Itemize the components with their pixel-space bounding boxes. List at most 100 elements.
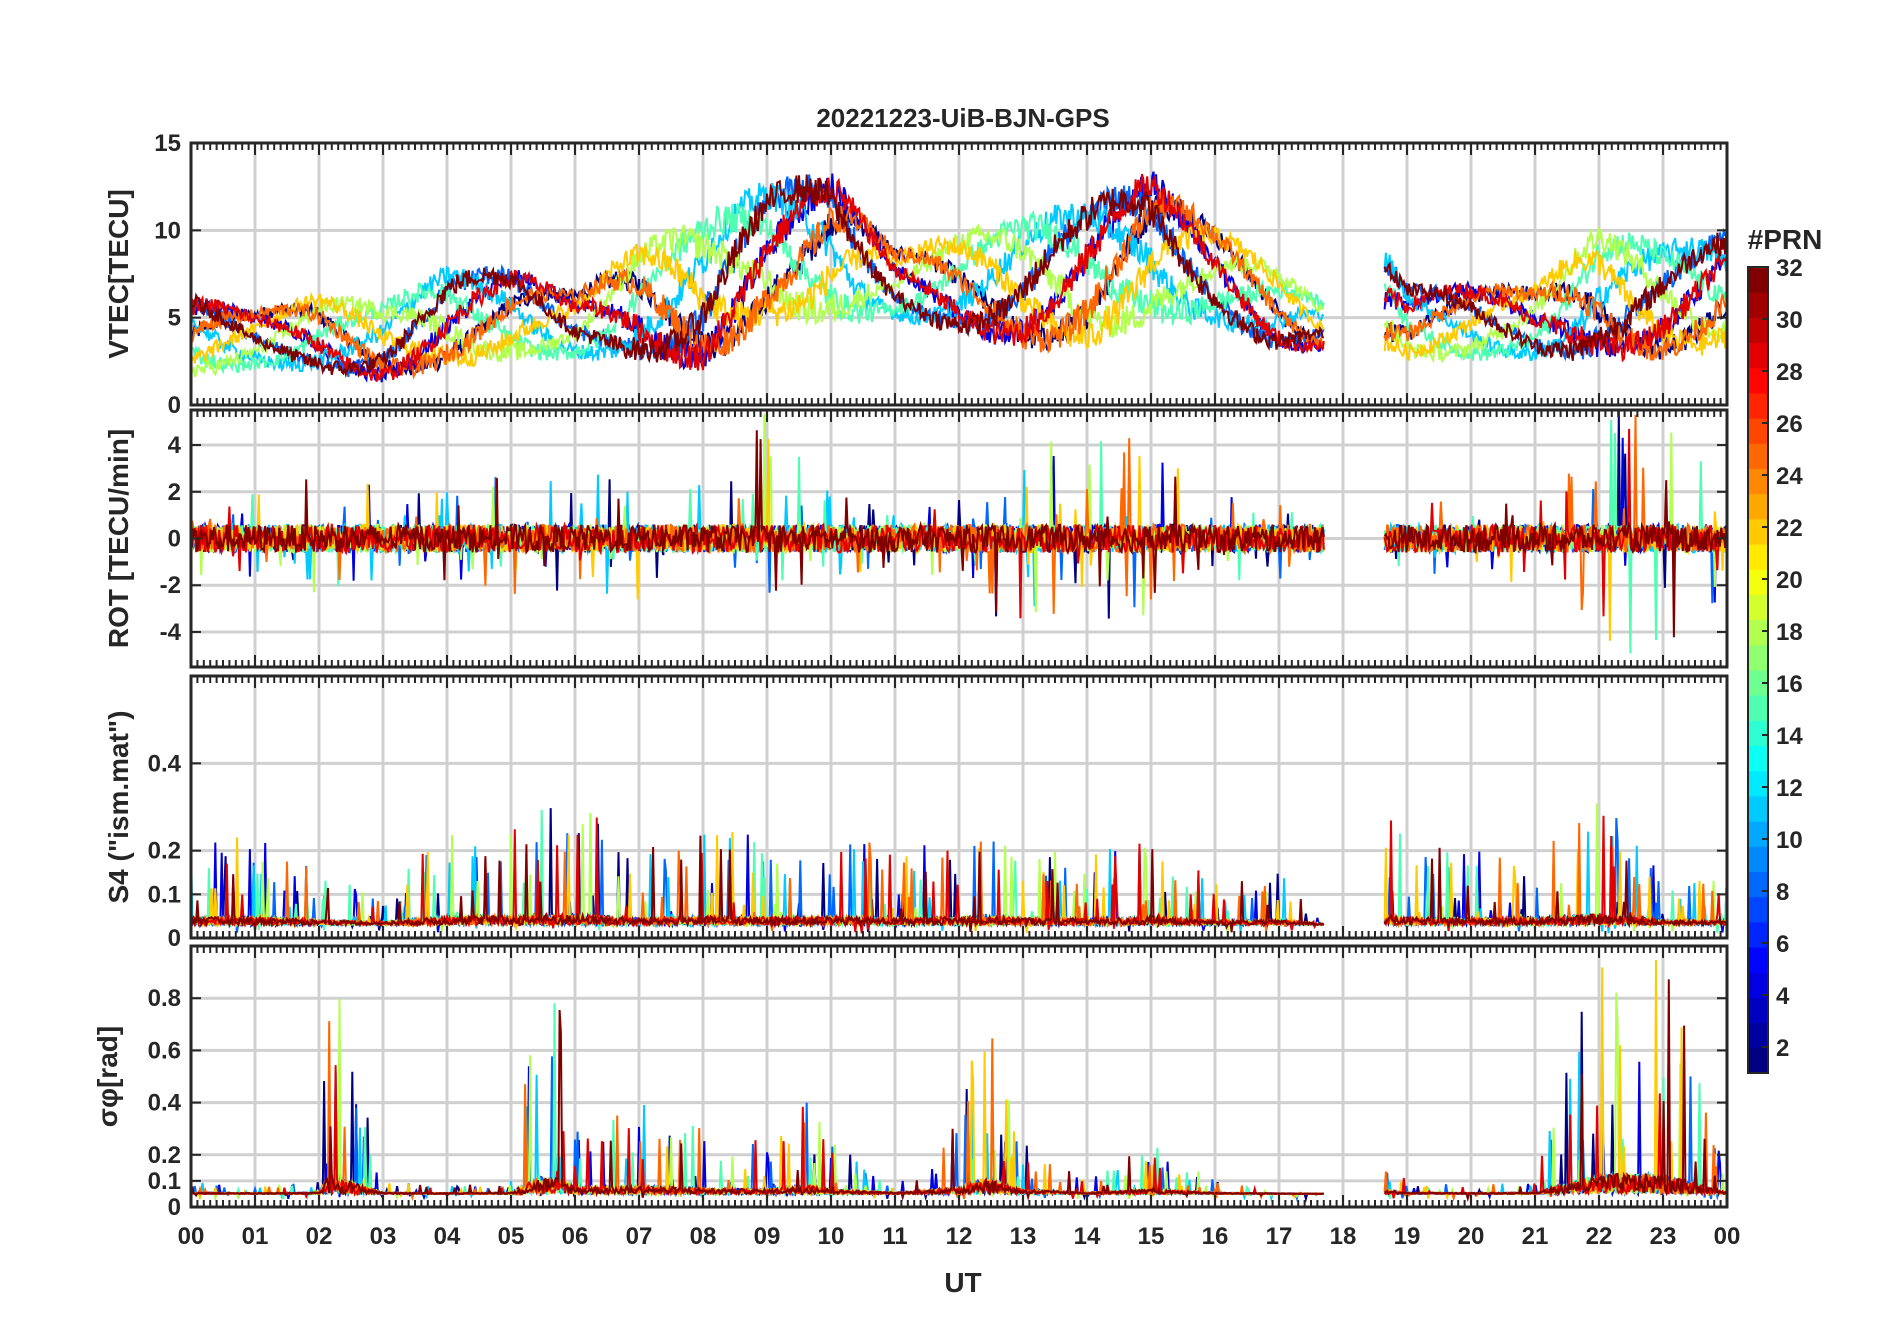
x-tick-label: 17 (1266, 1223, 1293, 1250)
colorbar-segment (1748, 821, 1768, 847)
y-tick-label: 5 (168, 305, 181, 332)
colorbar-tick-label: 22 (1776, 515, 1803, 542)
colorbar-segment (1748, 292, 1768, 318)
y-tick-label: 0.2 (148, 1142, 181, 1169)
x-tick-label: 05 (498, 1223, 525, 1250)
x-tick-label: 19 (1394, 1223, 1421, 1250)
colorbar-tick-label: 4 (1776, 983, 1790, 1010)
series-line-prn-18 (191, 223, 1325, 378)
y-tick-label: 4 (168, 432, 182, 459)
x-tick-label: 22 (1586, 1223, 1613, 1250)
colorbar-segment (1748, 997, 1768, 1024)
y-axis-label: σφ[rad] (92, 1026, 123, 1127)
x-tick-label: 20 (1458, 1223, 1485, 1250)
x-tick-label: 03 (370, 1223, 397, 1250)
colorbar-segment (1748, 569, 1768, 595)
y-tick-label: -4 (160, 619, 182, 646)
colorbar-segment (1748, 720, 1768, 747)
x-tick-label: 02 (306, 1223, 333, 1250)
colorbar-segment (1748, 443, 1768, 469)
colorbar-segment (1748, 670, 1768, 696)
colorbar-tick-label: 12 (1776, 775, 1803, 802)
colorbar-segment (1748, 619, 1768, 646)
y-tick-label: 0.6 (148, 1037, 181, 1064)
colorbar-segment (1748, 267, 1768, 293)
panel-vtec: 0 5 10 15 VTEC[TECU] (103, 130, 1729, 419)
series-traces (191, 171, 1727, 383)
y-tick-label: 0.8 (148, 985, 181, 1012)
colorbar-segment (1748, 745, 1768, 772)
y-tick-label: 0 (168, 1194, 181, 1221)
x-tick-label: 09 (754, 1223, 781, 1250)
colorbar-segment (1748, 795, 1768, 822)
series-line-prn-32 (191, 430, 1325, 613)
colorbar-tick-label: 6 (1776, 931, 1789, 958)
series-line-prn-32 (1384, 979, 1727, 1203)
y-tick-label: 0.1 (148, 1168, 181, 1195)
colorbar-tick-label: 8 (1776, 879, 1789, 906)
colorbar-segment (1748, 644, 1768, 671)
colorbar-segment (1748, 518, 1768, 545)
series-line-prn-25 (191, 191, 1325, 380)
x-tick-label: 10 (818, 1223, 845, 1250)
colorbar-segment (1748, 493, 1768, 520)
y-axis-label: VTEC[TECU] (103, 189, 134, 359)
y-tick-label: 0 (168, 925, 181, 952)
colorbar-segment (1748, 921, 1768, 948)
x-tick-label: 00 (1714, 1223, 1741, 1250)
y-tick-label: 0.4 (148, 1090, 182, 1117)
y-tick-label: 0 (168, 392, 181, 419)
series-line-prn-32 (1383, 480, 1727, 638)
y-tick-label: 0.4 (148, 750, 182, 777)
colorbar-segment (1748, 972, 1768, 998)
colorbar-frame (1747, 266, 1769, 1074)
x-tick-label: 15 (1138, 1223, 1165, 1250)
x-tick-label: 16 (1202, 1223, 1229, 1250)
x-tick-label: 11 (882, 1223, 907, 1250)
x-tick-label: 23 (1650, 1223, 1677, 1250)
x-tick-label: 04 (434, 1223, 461, 1250)
colorbar-tick-label: 20 (1776, 567, 1803, 594)
series-line-prn-32 (191, 1009, 1324, 1202)
colorbar-segment (1748, 846, 1768, 872)
series-line-prn-32 (1383, 847, 1727, 929)
colorbar-tick-label: 26 (1776, 411, 1803, 438)
x-tick-label: 00 (178, 1223, 205, 1250)
colorbar-segment (1748, 594, 1768, 621)
colorbar-tick-label: 2 (1776, 1035, 1789, 1062)
series-line-prn-22 (191, 223, 1325, 368)
colorbar-tick-label: 10 (1776, 827, 1803, 854)
y-tick-label: 15 (154, 130, 181, 157)
x-tick-label: 06 (562, 1223, 589, 1250)
colorbar-segment (1748, 1022, 1768, 1049)
colorbar-segment (1748, 342, 1768, 369)
colorbar-segment (1748, 770, 1768, 797)
y-tick-label: 0.1 (148, 881, 181, 908)
colorbar-segment (1748, 947, 1768, 973)
y-axis-label: S4 ("ism.mat") (103, 710, 134, 903)
colorbar-segment (1748, 1047, 1768, 1074)
y-tick-label: 10 (154, 217, 181, 244)
series-line-prn-32 (1383, 231, 1727, 361)
colorbar-segment (1748, 695, 1768, 721)
colorbar-segment (1748, 544, 1768, 570)
x-tick-label: 13 (1010, 1223, 1037, 1250)
y-axis-label: ROT [TECU/min] (103, 429, 134, 648)
x-tick-label: 07 (626, 1223, 653, 1250)
colorbar-tick-label: 24 (1776, 463, 1803, 490)
colorbar-tick-label: 18 (1776, 619, 1803, 646)
y-tick-label: 2 (168, 479, 181, 506)
series-line-prn-22 (1383, 248, 1727, 361)
colorbar-segment (1748, 418, 1768, 444)
x-tick-label: 21 (1522, 1223, 1549, 1250)
series-line-prn-25 (1383, 280, 1727, 361)
x-tick-label: 18 (1330, 1223, 1357, 1250)
series-traces (191, 410, 1727, 654)
series-line-prn-29 (191, 173, 1325, 382)
colorbar-segment (1748, 367, 1768, 394)
panel-rot: -4 -2 0 2 4 ROT [TECU/min] (103, 408, 1729, 669)
y-tick-label: -2 (160, 572, 181, 599)
colorbar-tick-label: 28 (1776, 359, 1803, 386)
